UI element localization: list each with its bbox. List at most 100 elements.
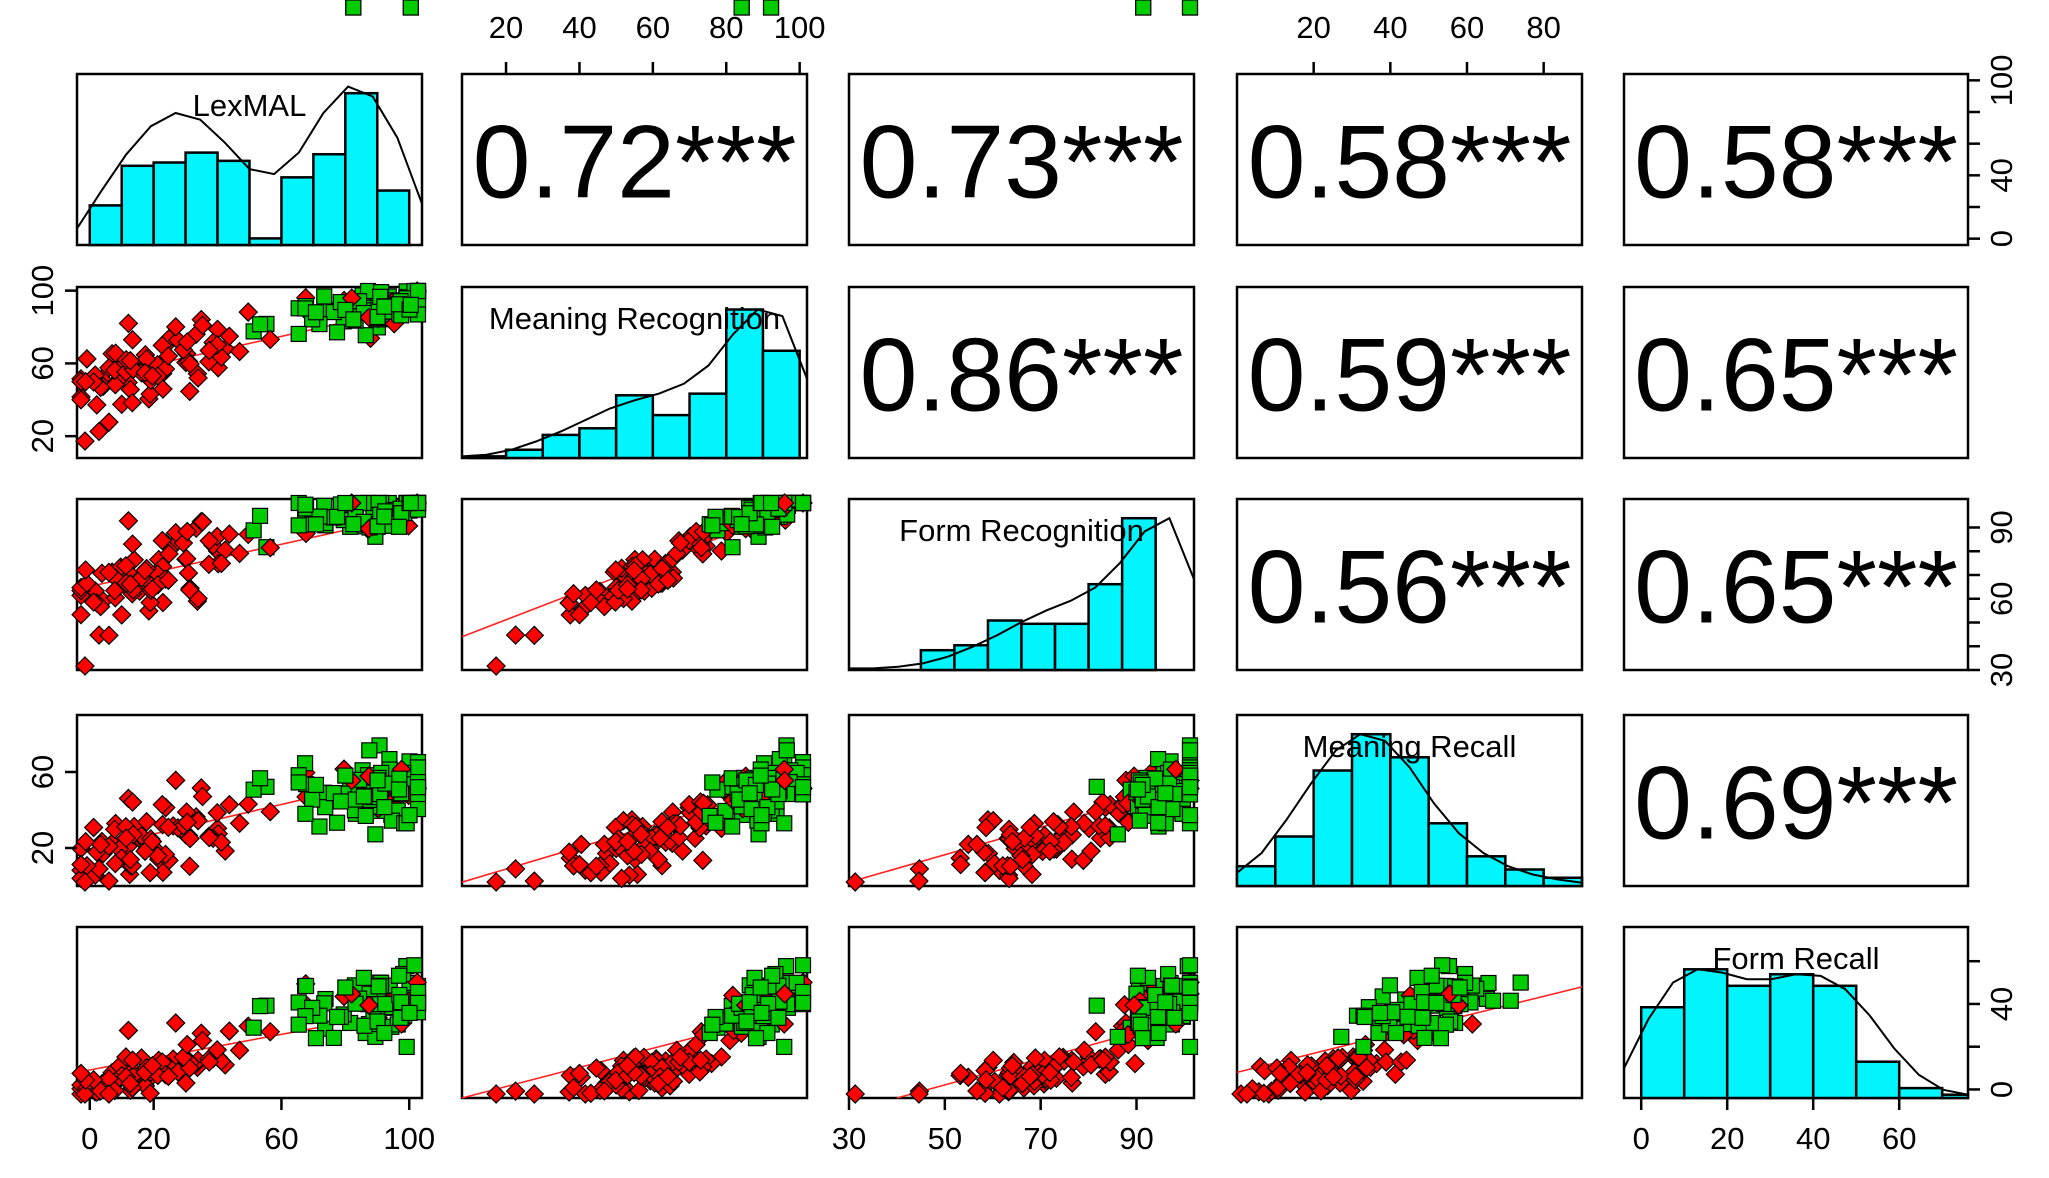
point-square bbox=[307, 776, 325, 794]
panel-frame-r2-c4 bbox=[1622, 497, 1970, 672]
point-square bbox=[377, 995, 394, 1013]
point-diamond bbox=[99, 625, 119, 646]
tick-label-bottom: 100 bbox=[383, 1121, 435, 1156]
point-square bbox=[1356, 1008, 1373, 1026]
correlation-r0-c4: 0.58*** bbox=[1634, 105, 1958, 221]
point-square bbox=[794, 779, 812, 796]
point-diamond bbox=[569, 1063, 590, 1084]
point-diamond bbox=[1061, 1067, 1082, 1088]
point-diamond bbox=[524, 625, 545, 646]
point-square bbox=[328, 1008, 346, 1026]
histogram-bar-lexmal-4 bbox=[216, 159, 251, 247]
point-diamond bbox=[179, 381, 200, 402]
point-diamond bbox=[89, 421, 109, 442]
histogram-bar-lexmal-7 bbox=[312, 153, 347, 247]
tick-label-bottom: 20 bbox=[136, 1121, 170, 1156]
point-diamond bbox=[486, 872, 506, 892]
tick-label-bottom: 50 bbox=[928, 1121, 962, 1156]
scatter-panel-r4-c1 bbox=[461, 0, 813, 1104]
point-diamond bbox=[1376, 1052, 1396, 1072]
histogram-bar-meaning-recall-3 bbox=[1350, 732, 1392, 888]
point-square bbox=[290, 994, 307, 1011]
point-diamond bbox=[99, 412, 119, 433]
point-diamond bbox=[992, 1077, 1013, 1098]
point-square bbox=[409, 779, 427, 796]
point-diamond bbox=[1093, 1050, 1113, 1071]
point-diamond bbox=[563, 583, 584, 604]
panel-frame-r1-c4 bbox=[1622, 285, 1970, 460]
point-square bbox=[345, 0, 362, 16]
tick-label-bottom: 30 bbox=[832, 1121, 866, 1156]
tick-label-right: 30 bbox=[1984, 653, 2019, 687]
point-square bbox=[311, 818, 328, 835]
point-diamond bbox=[153, 862, 173, 883]
point-diamond bbox=[83, 817, 104, 838]
point-square bbox=[1381, 977, 1399, 994]
tick-label-right: 0 bbox=[1984, 1081, 2019, 1098]
histogram-bar-meaning-recognition-5 bbox=[651, 413, 691, 460]
point-diamond bbox=[950, 1063, 971, 1084]
point-diamond bbox=[1345, 1066, 1366, 1087]
point-square bbox=[376, 508, 393, 525]
point-diamond bbox=[631, 824, 651, 845]
point-diamond bbox=[909, 1084, 929, 1104]
point-square bbox=[1134, 1030, 1151, 1047]
histogram-bar-lexmal-0 bbox=[88, 204, 123, 247]
point-diamond bbox=[192, 315, 213, 336]
point-diamond bbox=[177, 1034, 198, 1055]
point-diamond bbox=[152, 530, 173, 551]
point-diamond bbox=[571, 834, 592, 855]
point-square bbox=[1423, 967, 1440, 984]
point-diamond bbox=[165, 316, 186, 337]
point-square bbox=[1181, 742, 1199, 759]
point-square bbox=[733, 516, 750, 533]
point-square bbox=[316, 288, 333, 305]
point-diamond bbox=[99, 871, 119, 891]
tick-label-top: 80 bbox=[1526, 10, 1560, 45]
point-diamond bbox=[1280, 1073, 1301, 1094]
point-square bbox=[251, 997, 269, 1015]
point-square bbox=[251, 316, 269, 333]
scatter-panel-r3-c1 bbox=[461, 0, 813, 892]
point-square bbox=[328, 324, 346, 341]
correlation-r2-c3: 0.56*** bbox=[1248, 530, 1572, 646]
point-diamond bbox=[690, 1050, 711, 1071]
point-diamond bbox=[1002, 1055, 1023, 1076]
point-diamond bbox=[83, 592, 104, 612]
point-diamond bbox=[976, 1069, 996, 1090]
point-square bbox=[369, 772, 386, 789]
point-square bbox=[332, 793, 349, 810]
point-square bbox=[1109, 826, 1126, 843]
point-square bbox=[1432, 1030, 1450, 1047]
point-square bbox=[704, 774, 721, 791]
histogram-bar-meaning-recognition-0 bbox=[468, 455, 508, 460]
point-diamond bbox=[71, 854, 91, 875]
correlation-r3-c4: 0.69*** bbox=[1634, 746, 1958, 862]
point-diamond bbox=[569, 604, 590, 625]
point-diamond bbox=[605, 560, 626, 580]
histogram-bar-form-recall-7 bbox=[1940, 1093, 1970, 1100]
point-square bbox=[1157, 785, 1174, 802]
variable-label-form-recall: Form Recall bbox=[1712, 941, 1879, 976]
point-diamond bbox=[159, 544, 179, 564]
point-diamond bbox=[207, 803, 228, 823]
point-square bbox=[704, 1016, 721, 1033]
histogram-bar-form-recall-4 bbox=[1811, 984, 1858, 1100]
tick-label-top: 40 bbox=[1373, 10, 1407, 45]
histogram-bar-form-recognition-2 bbox=[986, 619, 1023, 672]
point-diamond bbox=[207, 1040, 228, 1060]
tick-label-bottom: 90 bbox=[1119, 1121, 1153, 1156]
point-square bbox=[376, 1024, 393, 1042]
point-diamond bbox=[658, 817, 678, 838]
histogram-bar-form-recognition-5 bbox=[1087, 582, 1124, 672]
point-square bbox=[370, 978, 387, 995]
point-diamond bbox=[140, 862, 161, 883]
point-square bbox=[409, 759, 427, 776]
point-diamond bbox=[976, 817, 996, 838]
point-diamond bbox=[1270, 1063, 1291, 1084]
tick-label-bottom: 0 bbox=[81, 1121, 98, 1156]
panel-frame-r0-c4 bbox=[1622, 72, 1970, 247]
point-diamond bbox=[950, 854, 971, 875]
point-diamond bbox=[120, 1073, 141, 1094]
point-square bbox=[1416, 1029, 1433, 1047]
